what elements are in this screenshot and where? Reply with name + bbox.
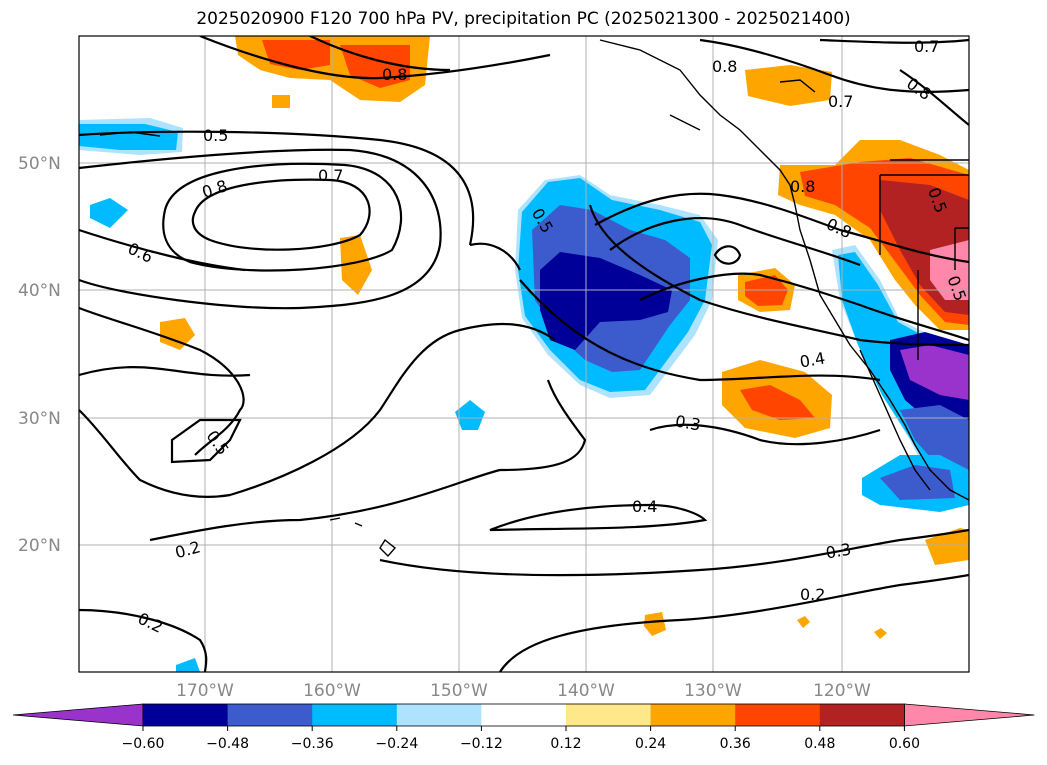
colorbar-tick-label: 0.24: [635, 736, 666, 752]
contour-label: 0.4: [798, 348, 826, 371]
lon-label: 120°W: [813, 681, 871, 701]
contour-label: 0.3: [674, 411, 702, 434]
contour-label: 0.7: [914, 37, 939, 56]
pv-contours: [79, 36, 969, 672]
lat-label: 40°N: [18, 281, 61, 301]
contour-label: 0.8: [790, 177, 815, 196]
contour-labels: 0.5 0.7 0.8 0.6 0.5 0.2 0.2 0.8 0.5 0.8 …: [125, 37, 969, 637]
contour-label: 0.4: [632, 497, 657, 516]
colorbar-tick-label: −0.12: [460, 736, 503, 752]
colorbar-border: [142, 703, 905, 727]
lat-label: 50°N: [18, 154, 61, 174]
colorbar-extend-min: [12, 703, 144, 727]
colorbar-tick-label: −0.60: [122, 736, 165, 752]
lat-label: 20°N: [18, 536, 61, 556]
longitude-labels: 170°W 160°W 150°W 140°W 130°W 120°W: [176, 681, 871, 701]
colorbar-segment: [566, 704, 652, 726]
contour-label: 0.7: [318, 166, 343, 185]
lat-label: 30°N: [18, 409, 61, 429]
graticule: [79, 36, 969, 672]
colorbar-extend-max: [904, 703, 1035, 727]
map-area: 0.5 0.7 0.8 0.6 0.5 0.2 0.2 0.8 0.5 0.8 …: [79, 36, 969, 672]
colorbar-tick-label: 0.36: [720, 736, 751, 752]
contour-label: 0.7: [828, 92, 853, 111]
contour-label: 0.8: [712, 57, 737, 76]
colorbar-tick-label: −0.36: [291, 736, 334, 752]
contour-label: 0.2: [800, 585, 825, 604]
colorbar-tick-label: 0.60: [889, 736, 920, 752]
colorbar-segment: [227, 704, 313, 726]
lon-label: 170°W: [176, 681, 234, 701]
contour-label: 0.3: [824, 539, 852, 562]
lon-label: 130°W: [684, 681, 742, 701]
lon-label: 150°W: [430, 681, 488, 701]
lon-label: 160°W: [303, 681, 361, 701]
colorbar-tick-label: −0.48: [206, 736, 249, 752]
colorbar: −0.60 −0.48 −0.36 −0.24 −0.12 0.12 0.24 0.36 0.4…: [12, 703, 1035, 752]
map-title: 2025020900 F120 700 hPa PV, precipitatio…: [196, 9, 851, 29]
colorbar-tick-label: 0.48: [804, 736, 835, 752]
latitude-labels: 50°N 40°N 30°N 20°N: [18, 154, 61, 556]
colorbar-segment: [396, 704, 482, 726]
contour-label: 0.8: [382, 65, 407, 84]
precip-shading: [79, 36, 969, 672]
colorbar-segment: [819, 704, 905, 726]
colorbar-segment: [312, 704, 398, 726]
contour-label: 0.5: [203, 126, 228, 145]
colorbar-segment: [735, 704, 821, 726]
colorbar-segment: [481, 704, 567, 726]
colorbar-segment: [143, 704, 229, 726]
lon-label: 140°W: [557, 681, 615, 701]
map-frame: [78, 35, 970, 673]
colorbar-segment: [650, 704, 736, 726]
colorbar-tick-label: −0.24: [375, 736, 418, 752]
colorbar-tick-label: 0.12: [550, 736, 581, 752]
